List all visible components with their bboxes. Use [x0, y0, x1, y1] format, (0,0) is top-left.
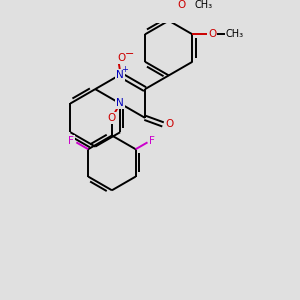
Text: O: O	[208, 29, 217, 39]
Text: N: N	[116, 70, 124, 80]
Text: N: N	[116, 98, 124, 109]
Text: CH₃: CH₃	[195, 0, 213, 10]
Text: −: −	[124, 49, 134, 59]
Text: CH₃: CH₃	[226, 29, 244, 39]
Text: O: O	[117, 53, 126, 63]
Text: O: O	[177, 0, 185, 10]
Text: +: +	[122, 65, 128, 74]
Text: O: O	[165, 119, 173, 129]
Text: O: O	[108, 113, 116, 123]
Text: F: F	[68, 136, 74, 146]
Text: F: F	[149, 136, 155, 146]
